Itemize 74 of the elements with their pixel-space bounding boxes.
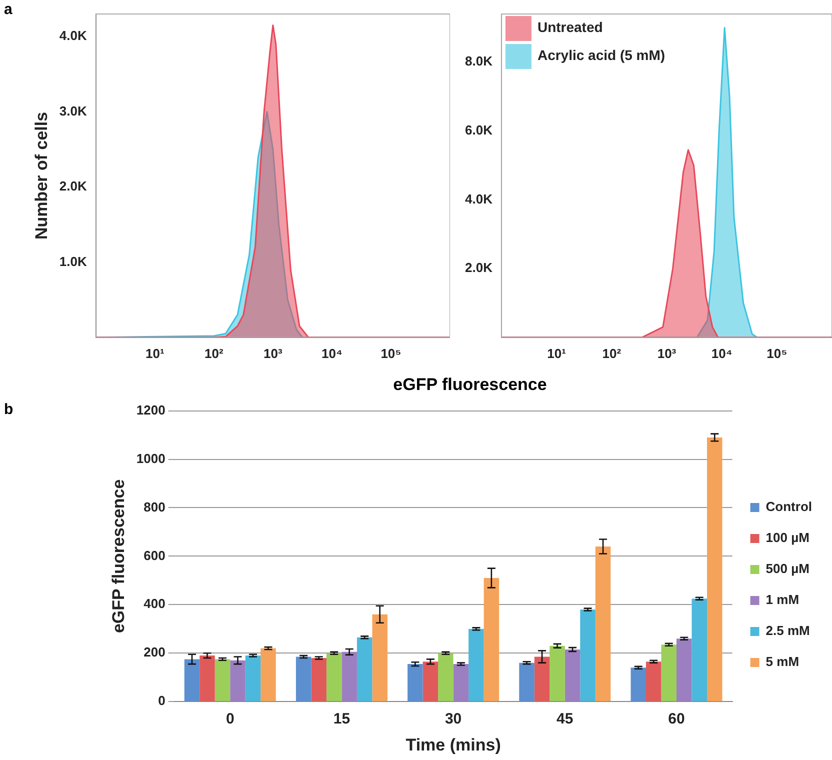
bar <box>564 650 580 702</box>
bar <box>580 610 596 702</box>
legend-label: 5 mM <box>766 654 800 670</box>
bar <box>296 656 312 702</box>
x-tick-label: 10³ <box>657 346 677 361</box>
bar <box>453 664 469 702</box>
text: a <box>4 1 12 18</box>
y-tick-label: 3.0K <box>59 103 88 118</box>
x-tick-label: 60 <box>668 710 685 728</box>
x-tick-label: 10² <box>204 346 224 361</box>
bar <box>214 659 230 702</box>
bar <box>706 437 722 702</box>
y-tick-label: 1200 <box>136 402 166 418</box>
x-tick-label: 45 <box>556 710 574 728</box>
y-tick-label: 1000 <box>136 450 166 466</box>
x-axis-title: Time (mins) <box>406 735 501 754</box>
bar <box>676 638 692 702</box>
bar <box>326 653 342 702</box>
bar <box>422 662 438 702</box>
bar <box>438 653 454 702</box>
bar <box>534 656 550 702</box>
legend-label: 1 mM <box>766 592 800 608</box>
legend-label: 500 µM <box>766 561 810 576</box>
y-tick-label: 800 <box>144 499 166 514</box>
x-tick-label: 30 <box>444 710 462 728</box>
legend-label: 2.5 mM <box>766 623 810 638</box>
x-tick-label: 10¹ <box>547 346 566 361</box>
bar <box>646 662 662 702</box>
x-axis-title: eGFP fluorescence <box>392 375 548 395</box>
y-tick-label: 2.0K <box>59 178 88 194</box>
y-tick-label: 600 <box>144 548 166 563</box>
y-tick-label: 6.0K <box>464 122 494 138</box>
y-axis-title: eGFP fluorescence <box>108 479 128 634</box>
bar <box>356 637 372 702</box>
bar <box>692 598 707 702</box>
y-tick-label: 1.0K <box>59 254 88 269</box>
y-tick-label: 4.0K <box>59 28 88 44</box>
bar <box>661 644 676 702</box>
x-tick-label: 10⁴ <box>322 346 342 361</box>
x-tick-label: 0 <box>226 710 234 728</box>
bar <box>484 578 500 702</box>
y-tick-label: 200 <box>144 644 166 660</box>
bar <box>550 646 565 702</box>
x-tick-label: 10² <box>602 346 622 361</box>
bar <box>468 628 484 702</box>
bar <box>230 660 246 702</box>
bar <box>372 614 388 702</box>
bar <box>630 668 646 702</box>
bar <box>245 656 261 702</box>
bar <box>260 648 276 702</box>
bar <box>200 656 215 702</box>
x-tick-label: 10⁴ <box>711 346 732 361</box>
bar <box>519 662 534 702</box>
legend-label: 100 µM <box>766 530 810 546</box>
x-tick-label: 10⁵ <box>766 346 788 361</box>
y-tick-label: 400 <box>144 596 166 612</box>
bar <box>595 546 611 702</box>
x-tick-label: 10¹ <box>145 346 164 361</box>
x-tick-label: 10³ <box>264 346 283 361</box>
x-tick-label: 15 <box>333 710 350 728</box>
text: b <box>4 401 14 418</box>
y-axis-title: Number of cells <box>32 112 51 240</box>
bar <box>184 659 200 702</box>
bar <box>342 652 357 702</box>
y-tick-label: 4.0K <box>464 191 494 206</box>
y-tick-label: 0 <box>158 693 166 708</box>
y-tick-label: 8.0K <box>464 54 494 69</box>
legend-label: Control <box>766 499 812 514</box>
legend-label: Untreated <box>537 18 603 35</box>
y-tick-label: 2.0K <box>464 260 494 276</box>
legend-label: Acrylic acid (5 mM) <box>537 46 666 63</box>
bar <box>408 664 423 702</box>
x-tick-label: 10⁵ <box>380 346 402 361</box>
bar <box>311 658 326 702</box>
